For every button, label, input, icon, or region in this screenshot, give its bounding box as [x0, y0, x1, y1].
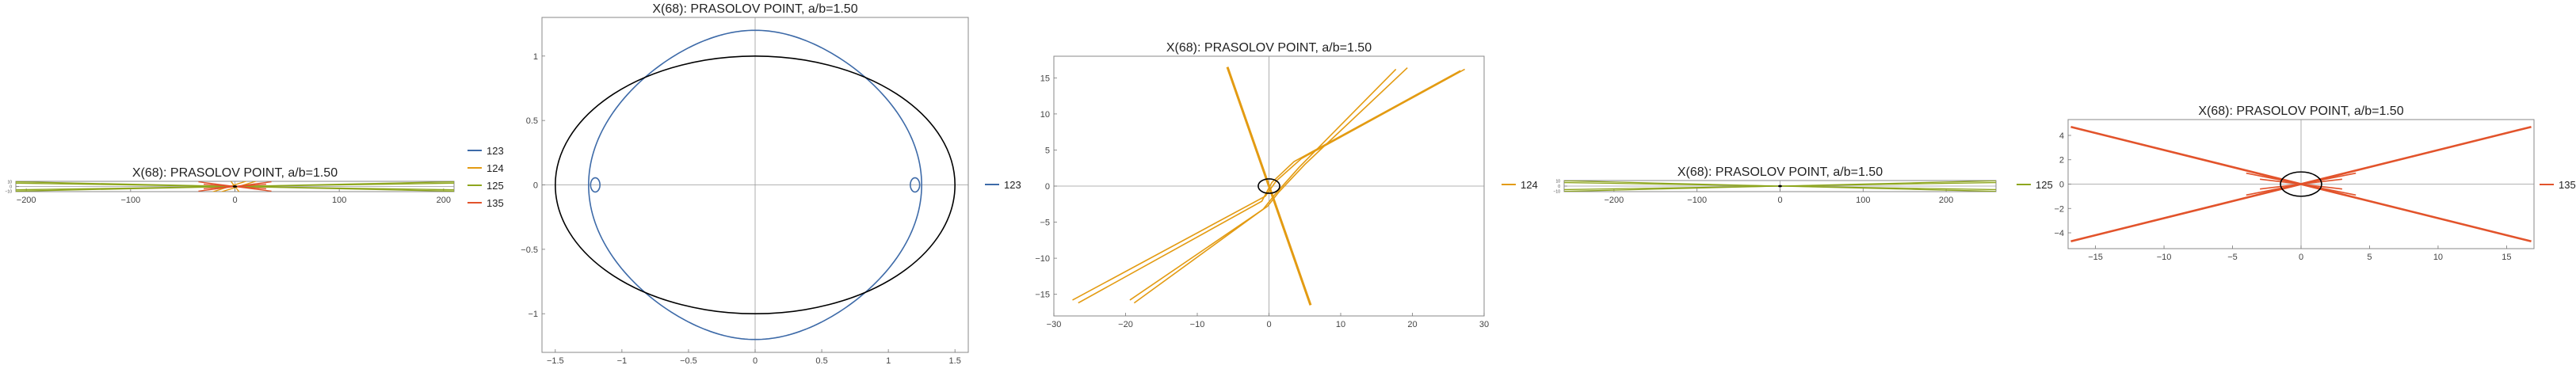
series-135-line-4 — [2260, 178, 2342, 190]
chart-title: X(68): PRASOLOV POINT, a/b=1.50 — [1677, 165, 1883, 179]
x-tick-label: −10 — [1190, 320, 1205, 329]
reference-ellipse — [555, 55, 956, 314]
y-tick-label: −5 — [1040, 219, 1050, 228]
x-tick-label: −200 — [1604, 196, 1624, 205]
x-tick-label: 0 — [2299, 253, 2303, 262]
chart-panel-5: −15 −10 −5 0 5 10 15 −4 −2 0 2 4 X(68): PRASOLOV POI… — [2054, 105, 2575, 262]
x-tick-label: −200 — [17, 196, 36, 205]
x-tick-label: −15 — [2088, 253, 2103, 262]
x-tick-label: 1 — [886, 356, 891, 366]
x-tick-label: 15 — [2502, 253, 2511, 262]
y-tick-label: −10 — [1554, 189, 1561, 194]
legend: 123 — [985, 179, 1021, 191]
x-tick-label: 5 — [2367, 253, 2372, 262]
chart-title: X(68): PRASOLOV POINT, a/b=1.50 — [1166, 41, 1372, 55]
x-tick-label: −0.5 — [680, 356, 697, 366]
legend-label-124: 124 — [1521, 179, 1538, 191]
x-tick-label: −100 — [1687, 196, 1707, 205]
y-tick-label: 0 — [1558, 184, 1560, 189]
series-124-line-1 — [1226, 67, 1312, 306]
x-tick-label: 200 — [437, 196, 451, 205]
x-tick-label: 0 — [1777, 196, 1782, 205]
series-124-line-4 — [1133, 68, 1397, 304]
y-tick-label: −1 — [528, 310, 538, 319]
series-123-curve — [588, 29, 922, 340]
reference-ellipse — [1257, 178, 1280, 194]
legend-label-135: 135 — [487, 197, 504, 209]
chart-panel-2: −1.5 −1 −0.5 0 0.5 1 1.5 −1 −0.5 0 0.5 1 X(68): PRAS… — [521, 2, 1021, 366]
legend-label-123: 123 — [487, 145, 504, 157]
legend: 124 — [1502, 179, 1538, 191]
y-tick-label: 1 — [533, 52, 538, 62]
legend-label-123: 123 — [1004, 179, 1021, 191]
y-tick-label: −15 — [1035, 291, 1050, 300]
chart-panel-3: −30 −20 −10 0 10 20 30 −15 −10 −5 0 5 10 15 X(68): PRA… — [1035, 41, 1537, 329]
legend: 123 124 125 135 — [467, 145, 504, 209]
y-tick-label: 0 — [10, 185, 12, 190]
reference-ellipse — [1778, 184, 1782, 188]
y-tick-label: 5 — [1045, 146, 1050, 155]
y-tick-label: 10 — [7, 181, 12, 185]
y-tick-label: −4 — [2054, 229, 2064, 238]
x-tick-label: 200 — [1939, 196, 1953, 205]
x-tick-label: 0 — [232, 196, 237, 205]
x-tick-label: −30 — [1047, 320, 1062, 329]
x-tick-label: 10 — [2433, 253, 2443, 262]
x-tick-label: 0 — [1266, 320, 1271, 329]
y-tick-label: 0.5 — [526, 116, 538, 126]
y-tick-label: 0 — [1045, 182, 1050, 192]
y-tick-label: 10 — [1040, 110, 1050, 120]
chart-title: X(68): PRASOLOV POINT, a/b=1.50 — [132, 166, 338, 180]
y-tick-label: 0 — [533, 181, 538, 191]
x-tick-label: 100 — [332, 196, 346, 205]
x-tick-label: 0 — [753, 356, 758, 366]
x-tick-label: −5 — [2227, 253, 2238, 262]
x-tick-label: −1 — [617, 356, 628, 366]
x-tick-label: 1.5 — [949, 356, 961, 366]
x-tick-label: −1.5 — [547, 356, 564, 366]
y-tick-label: −2 — [2054, 204, 2064, 214]
legend-label-135: 135 — [2559, 179, 2576, 191]
y-tick-label: 4 — [2059, 131, 2064, 141]
y-tick-label: −10 — [1035, 254, 1050, 264]
x-tick-label: 30 — [1479, 320, 1489, 329]
y-tick-label: 10 — [1555, 180, 1560, 184]
x-tick-label: −20 — [1118, 320, 1133, 329]
legend: 135 — [2540, 179, 2576, 191]
chart-title: X(68): PRASOLOV POINT, a/b=1.50 — [2198, 105, 2403, 118]
legend-label-125: 125 — [487, 180, 504, 192]
x-tick-label: 100 — [1856, 196, 1870, 205]
y-tick-label: 2 — [2059, 156, 2064, 165]
x-tick-label: −10 — [2157, 253, 2172, 262]
y-tick-label: 15 — [1040, 74, 1050, 83]
legend-label-124: 124 — [487, 162, 504, 174]
x-tick-label: 20 — [1407, 320, 1417, 329]
series-124-line-2 — [1078, 70, 1461, 304]
chart-title: X(68): PRASOLOV POINT, a/b=1.50 — [652, 2, 857, 16]
y-tick-label: 0 — [2059, 181, 2064, 190]
reference-ellipse — [232, 185, 238, 188]
x-tick-label: 0.5 — [815, 356, 827, 366]
x-tick-label: −100 — [120, 196, 140, 205]
y-tick-label: −0.5 — [521, 245, 538, 255]
x-tick-label: 10 — [1336, 320, 1345, 329]
reference-ellipse — [2280, 171, 2322, 197]
legend: 125 — [2017, 179, 2053, 191]
series-124-line-3 — [1129, 67, 1408, 301]
legend-label-125: 125 — [2036, 179, 2053, 191]
y-tick-label: −10 — [6, 189, 13, 194]
